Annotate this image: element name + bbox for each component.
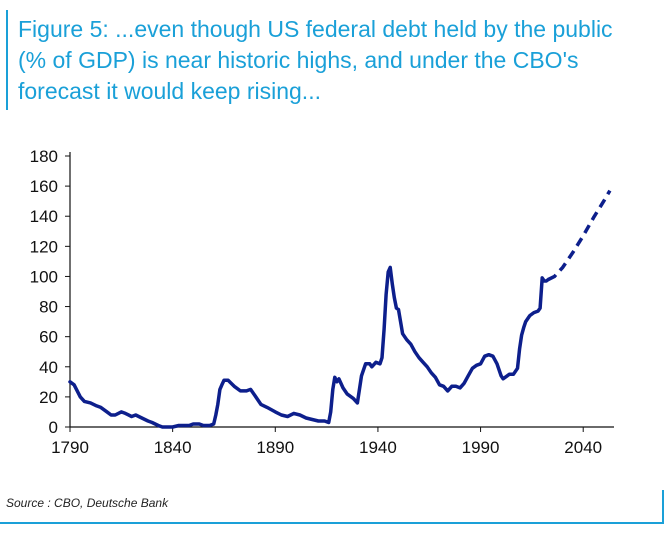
x-tick-label: 1990 xyxy=(462,438,500,457)
source-block: Source : CBO, Deutsche Bank xyxy=(0,490,664,524)
title-line-2: (% of GDP) is near historic highs, and u… xyxy=(18,47,579,73)
figure-title: Figure 5: ...even though US federal debt… xyxy=(18,14,668,107)
title-line-1: Figure 5: ...even though US federal debt… xyxy=(18,16,613,42)
x-tick-label: 1840 xyxy=(154,438,192,457)
y-tick-label: 20 xyxy=(39,388,58,407)
x-tick-label: 2040 xyxy=(564,438,602,457)
y-tick-label: 160 xyxy=(30,177,58,196)
y-tick-label: 60 xyxy=(39,328,58,347)
y-tick-label: 80 xyxy=(39,298,58,317)
title-block: Figure 5: ...even though US federal debt… xyxy=(6,10,663,110)
historical-series-line xyxy=(68,265,551,429)
title-line-3: forecast it would keep rising... xyxy=(18,78,321,104)
y-tick-label: 40 xyxy=(39,358,58,377)
x-tick-label: 1890 xyxy=(256,438,294,457)
source-note: Source : CBO, Deutsche Bank xyxy=(6,496,169,510)
y-tick-label: 120 xyxy=(30,237,58,256)
x-tick-label: 1940 xyxy=(359,438,397,457)
y-tick-label: 180 xyxy=(30,147,58,166)
chart-area: 0 20 40 60 80 100 120 140 160 180 1790 1840 1890 1940… xyxy=(0,140,670,480)
y-tick-label: 100 xyxy=(30,267,58,286)
y-tick-label: 0 xyxy=(49,418,58,437)
y-tick-label: 140 xyxy=(30,207,58,226)
x-tick-label: 1790 xyxy=(51,438,89,457)
forecast-series-line xyxy=(547,189,612,282)
